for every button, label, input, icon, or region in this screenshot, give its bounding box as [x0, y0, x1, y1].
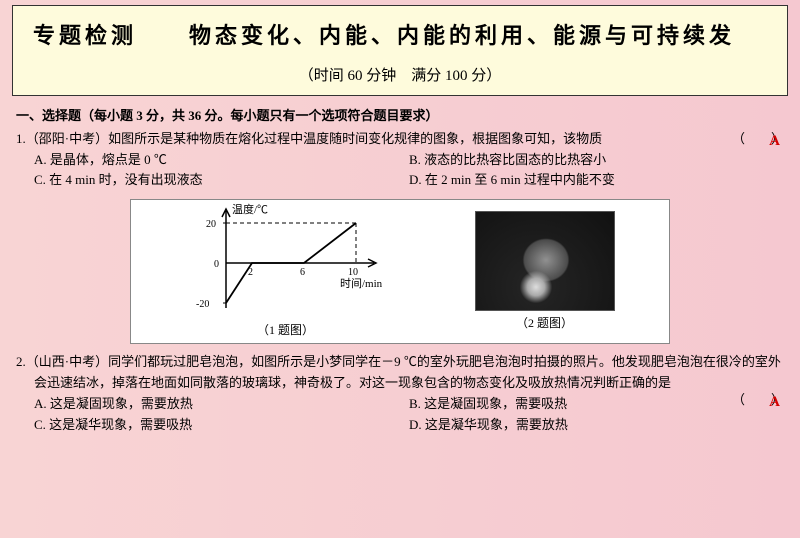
exam-subtitle: （时间 60 分钟 满分 100 分） — [33, 64, 767, 85]
x-axis-label: 时间/min — [340, 277, 383, 290]
q2-optD: D. 这是凝华现象，需要放热 — [409, 415, 784, 436]
q1-optA: A. 是晶体，熔点是 0 ℃ — [34, 150, 409, 171]
q1-optD: D. 在 2 min 至 6 min 过程中内能不变 — [409, 170, 784, 191]
q1-answer: A — [769, 129, 780, 153]
chart-box: 20 0 -20 2 6 10 温度/℃ 时间/min （1 题图） — [186, 203, 386, 340]
ytick-20: 20 — [206, 219, 216, 230]
q2-answer: A — [769, 390, 780, 414]
ytick-0: 0 — [214, 259, 219, 270]
question-2: 2.（山西·中考）同学们都玩过肥皂泡泡，如图所示是小梦同学在－9 ℃的室外玩肥皂… — [16, 352, 784, 435]
chart-label: （1 题图） — [257, 321, 314, 340]
q1-text: 1.（邵阳·中考）如图所示是某种物质在熔化过程中温度随时间变化规律的图象，根据图… — [16, 129, 784, 150]
q2-text: 2.（山西·中考）同学们都玩过肥皂泡泡，如图所示是小梦同学在－9 ℃的室外玩肥皂… — [16, 352, 784, 394]
photo-box: （2 题图） — [475, 211, 615, 333]
xtick-6: 6 — [300, 267, 305, 278]
question-1: 1.（邵阳·中考）如图所示是某种物质在熔化过程中温度随时间变化规律的图象，根据图… — [16, 129, 784, 191]
q2-optC: C. 这是凝华现象，需要吸热 — [34, 415, 409, 436]
q2-options: A. 这是凝固现象，需要放热 B. 这是凝固现象，需要吸热 C. 这是凝华现象，… — [16, 394, 784, 436]
exam-title: 专题检测 物态变化、内能、内能的利用、能源与可持续发 — [33, 18, 767, 50]
bubble-photo — [475, 211, 615, 311]
xtick-10: 10 — [348, 267, 358, 278]
q2-optB: B. 这是凝固现象，需要吸热 — [409, 394, 784, 415]
y-axis-label: 温度/℃ — [232, 203, 268, 216]
photo-label: （2 题图） — [516, 314, 573, 333]
q1-optB: B. 液态的比热容比固态的比热容小 — [409, 150, 784, 171]
q1-optC: C. 在 4 min 时，没有出现液态 — [34, 170, 409, 191]
section-label: 一、选择题（每小题 3 分，共 36 分。每小题只有一个选项符合题目要求） — [16, 106, 784, 127]
melting-chart: 20 0 -20 2 6 10 温度/℃ 时间/min — [186, 203, 386, 318]
figures-panel: 20 0 -20 2 6 10 温度/℃ 时间/min （1 题图） （ — [130, 199, 670, 344]
exam-content: 一、选择题（每小题 3 分，共 36 分。每小题只有一个选项符合题目要求） 1.… — [0, 96, 800, 435]
q1-options: A. 是晶体，熔点是 0 ℃ B. 液态的比热容比固态的比热容小 C. 在 4 … — [16, 150, 784, 192]
exam-header: 专题检测 物态变化、内能、内能的利用、能源与可持续发 （时间 60 分钟 满分 … — [12, 5, 788, 96]
ytick-neg20: -20 — [196, 299, 209, 310]
q2-optA: A. 这是凝固现象，需要放热 — [34, 394, 409, 415]
